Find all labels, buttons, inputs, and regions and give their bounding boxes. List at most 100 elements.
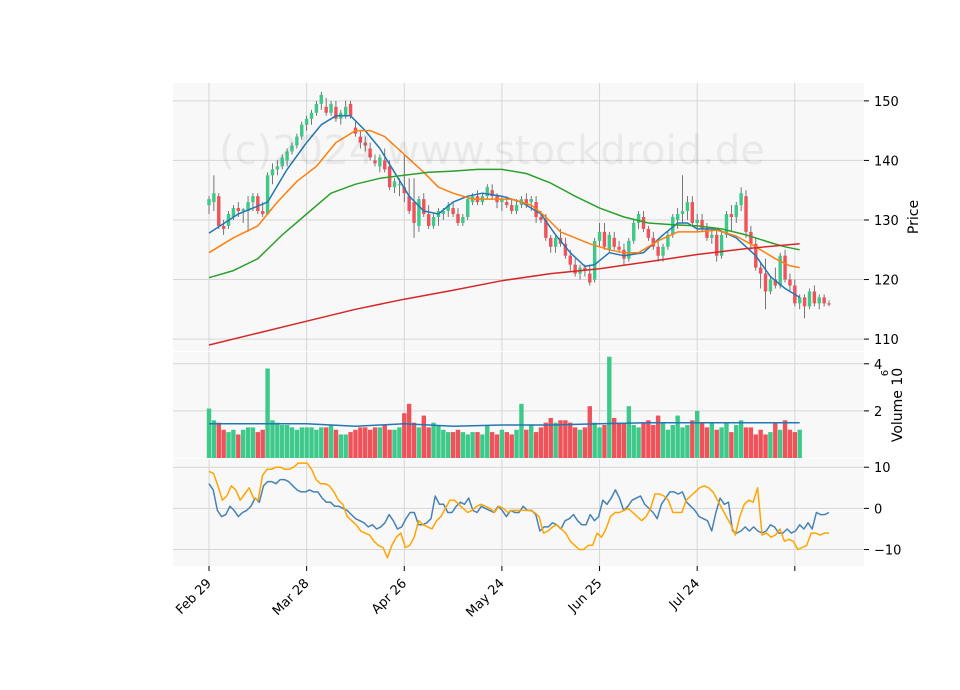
volume-bar [504, 432, 509, 458]
candle-body [275, 166, 280, 170]
volume-bar [738, 420, 744, 458]
volume-bar [734, 425, 739, 458]
volume-bar [782, 420, 788, 458]
candle-body [426, 214, 431, 226]
candle-body [705, 228, 709, 238]
volume-bar [304, 427, 309, 458]
candle-body [749, 231, 753, 244]
volume-bar [763, 434, 768, 458]
candle-body [236, 208, 240, 212]
volume-bar [485, 425, 490, 458]
candle-body [529, 199, 533, 203]
candle-body [592, 240, 597, 280]
volume-bar [460, 432, 466, 458]
candle-body [768, 279, 773, 292]
volume-bar [699, 422, 705, 458]
candle-body [802, 297, 807, 307]
price-axis-tick-label: 120 [874, 274, 899, 289]
candle-body [734, 205, 738, 217]
volume-bar [245, 427, 251, 458]
volume-bar [607, 356, 612, 458]
candle-body [710, 234, 714, 238]
candle-body [778, 255, 782, 286]
ma_long-line [208, 168, 800, 279]
volume-bar [626, 406, 632, 458]
volume-bar [651, 425, 656, 458]
volume-bar [514, 429, 519, 458]
volume-bar [499, 429, 505, 458]
volume-bar [577, 429, 583, 458]
x-axis-tick-label: Apr 26 [369, 576, 410, 617]
candle-body [314, 103, 319, 113]
candle-body [251, 196, 255, 203]
volume-bar [543, 422, 549, 458]
price-axis-label: Price [906, 200, 922, 234]
candle-body [329, 103, 333, 113]
volume-bar [455, 429, 461, 458]
volume-ma-line [209, 421, 800, 427]
volume-bar [597, 427, 602, 458]
candle-body [588, 273, 592, 283]
candle-body [343, 106, 348, 116]
candle-body [392, 181, 397, 188]
volume-bar [231, 429, 236, 458]
candle-body [265, 175, 270, 215]
volume-bar [328, 425, 334, 458]
volume-bar [392, 429, 397, 458]
volume-bar [709, 422, 715, 458]
volume-bar [548, 417, 553, 458]
volume-bar [367, 429, 373, 458]
candle-body [622, 249, 626, 259]
candle-body [739, 193, 743, 206]
candle-body [636, 214, 641, 223]
candle-body [358, 136, 363, 143]
volume-bar [402, 413, 407, 458]
volume-bar [758, 429, 763, 458]
candle-body [446, 205, 450, 212]
candle-body [368, 148, 372, 158]
candle-body [246, 202, 250, 212]
candle-body [324, 106, 328, 113]
volume-bar [753, 434, 758, 458]
candle-body [671, 217, 675, 235]
candle-body [524, 199, 529, 206]
volume-bar [675, 415, 680, 458]
candle-body [270, 169, 275, 176]
volume-bar [358, 427, 363, 458]
volume-axis-exponent: 6 [880, 370, 891, 376]
candle-body [573, 264, 577, 274]
candle-body [729, 214, 734, 217]
candle-body [656, 246, 660, 256]
volume-bar [792, 432, 798, 458]
volume-bar [538, 427, 544, 458]
volume-bar [387, 429, 392, 458]
candle-body [295, 136, 299, 146]
volume-bar [221, 429, 226, 458]
oscillator-axis-tick-label: 0 [874, 502, 882, 517]
volume-bar [665, 429, 671, 458]
candle-body [280, 157, 284, 167]
oscillator-panel: 10 0 −10 [173, 459, 901, 566]
candle-body [231, 208, 236, 217]
candle-body [549, 237, 553, 247]
volume-panel: 2 4 Volume 106 [173, 352, 906, 458]
candle-body [758, 267, 763, 274]
volume-bar [582, 427, 588, 458]
candle-body [451, 208, 455, 215]
volume-bar [206, 408, 212, 458]
candle-body [319, 94, 323, 104]
candle-body [827, 303, 831, 305]
candle-body [290, 145, 294, 152]
candle-body [207, 199, 211, 206]
volume-bar [509, 434, 514, 458]
volume-bar [572, 427, 578, 458]
candle-body [788, 279, 792, 286]
volume-axis-tick-label: 2 [874, 405, 882, 420]
candle-body [441, 211, 446, 215]
candle-body [461, 217, 465, 223]
volume-bar [680, 427, 685, 458]
volume-bar [553, 422, 558, 458]
candle-body [680, 211, 685, 215]
candle-body [675, 214, 680, 220]
